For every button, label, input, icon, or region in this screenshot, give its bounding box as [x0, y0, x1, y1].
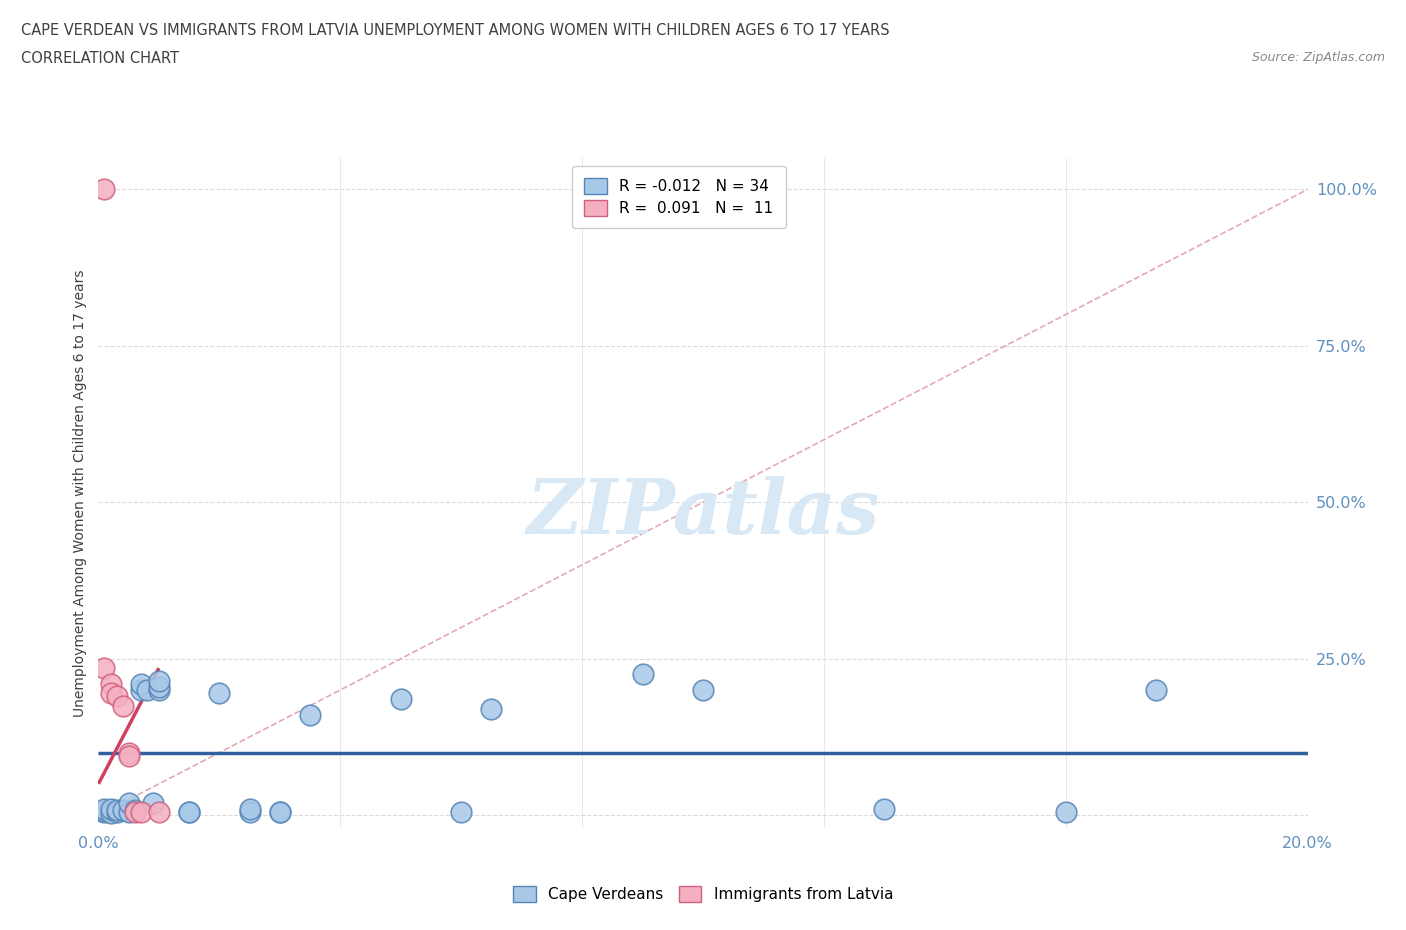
- Point: [148, 683, 170, 698]
- Point: [93, 660, 115, 675]
- Point: [148, 680, 170, 695]
- Point: [93, 804, 115, 818]
- Legend: R = -0.012   N = 34, R =  0.091   N =  11: R = -0.012 N = 34, R = 0.091 N = 11: [572, 166, 786, 228]
- Point: [129, 676, 152, 691]
- Point: [631, 667, 654, 682]
- Point: [148, 804, 170, 819]
- Point: [481, 701, 503, 716]
- Point: [93, 802, 115, 817]
- Text: CORRELATION CHART: CORRELATION CHART: [21, 51, 179, 66]
- Point: [129, 804, 152, 819]
- Legend: Cape Verdeans, Immigrants from Latvia: Cape Verdeans, Immigrants from Latvia: [506, 880, 900, 909]
- Point: [239, 802, 262, 817]
- Point: [100, 676, 122, 691]
- Point: [105, 689, 128, 704]
- Point: [124, 803, 146, 817]
- Text: CAPE VERDEAN VS IMMIGRANTS FROM LATVIA UNEMPLOYMENT AMONG WOMEN WITH CHILDREN AG: CAPE VERDEAN VS IMMIGRANTS FROM LATVIA U…: [21, 23, 890, 38]
- Point: [129, 683, 152, 698]
- Y-axis label: Unemployment Among Women with Children Ages 6 to 17 years: Unemployment Among Women with Children A…: [73, 269, 87, 717]
- Text: ZIPatlas: ZIPatlas: [526, 476, 880, 550]
- Point: [239, 804, 262, 819]
- Point: [100, 802, 122, 817]
- Point: [450, 804, 472, 819]
- Point: [389, 692, 412, 707]
- Point: [100, 806, 122, 821]
- Point: [105, 804, 128, 819]
- Point: [269, 804, 291, 819]
- Point: [135, 683, 157, 698]
- Point: [692, 683, 714, 698]
- Point: [1144, 683, 1167, 698]
- Point: [873, 802, 896, 817]
- Point: [177, 804, 201, 819]
- Point: [142, 795, 165, 810]
- Point: [118, 749, 141, 764]
- Point: [177, 804, 201, 819]
- Point: [208, 685, 231, 700]
- Point: [93, 804, 115, 819]
- Point: [118, 804, 141, 819]
- Point: [93, 182, 115, 197]
- Point: [118, 745, 141, 760]
- Point: [299, 708, 322, 723]
- Point: [124, 804, 146, 819]
- Point: [1054, 804, 1077, 819]
- Point: [105, 803, 128, 817]
- Point: [111, 803, 134, 817]
- Point: [269, 804, 291, 819]
- Point: [118, 795, 141, 810]
- Text: Source: ZipAtlas.com: Source: ZipAtlas.com: [1251, 51, 1385, 64]
- Point: [148, 673, 170, 688]
- Point: [100, 685, 122, 700]
- Point: [111, 698, 134, 713]
